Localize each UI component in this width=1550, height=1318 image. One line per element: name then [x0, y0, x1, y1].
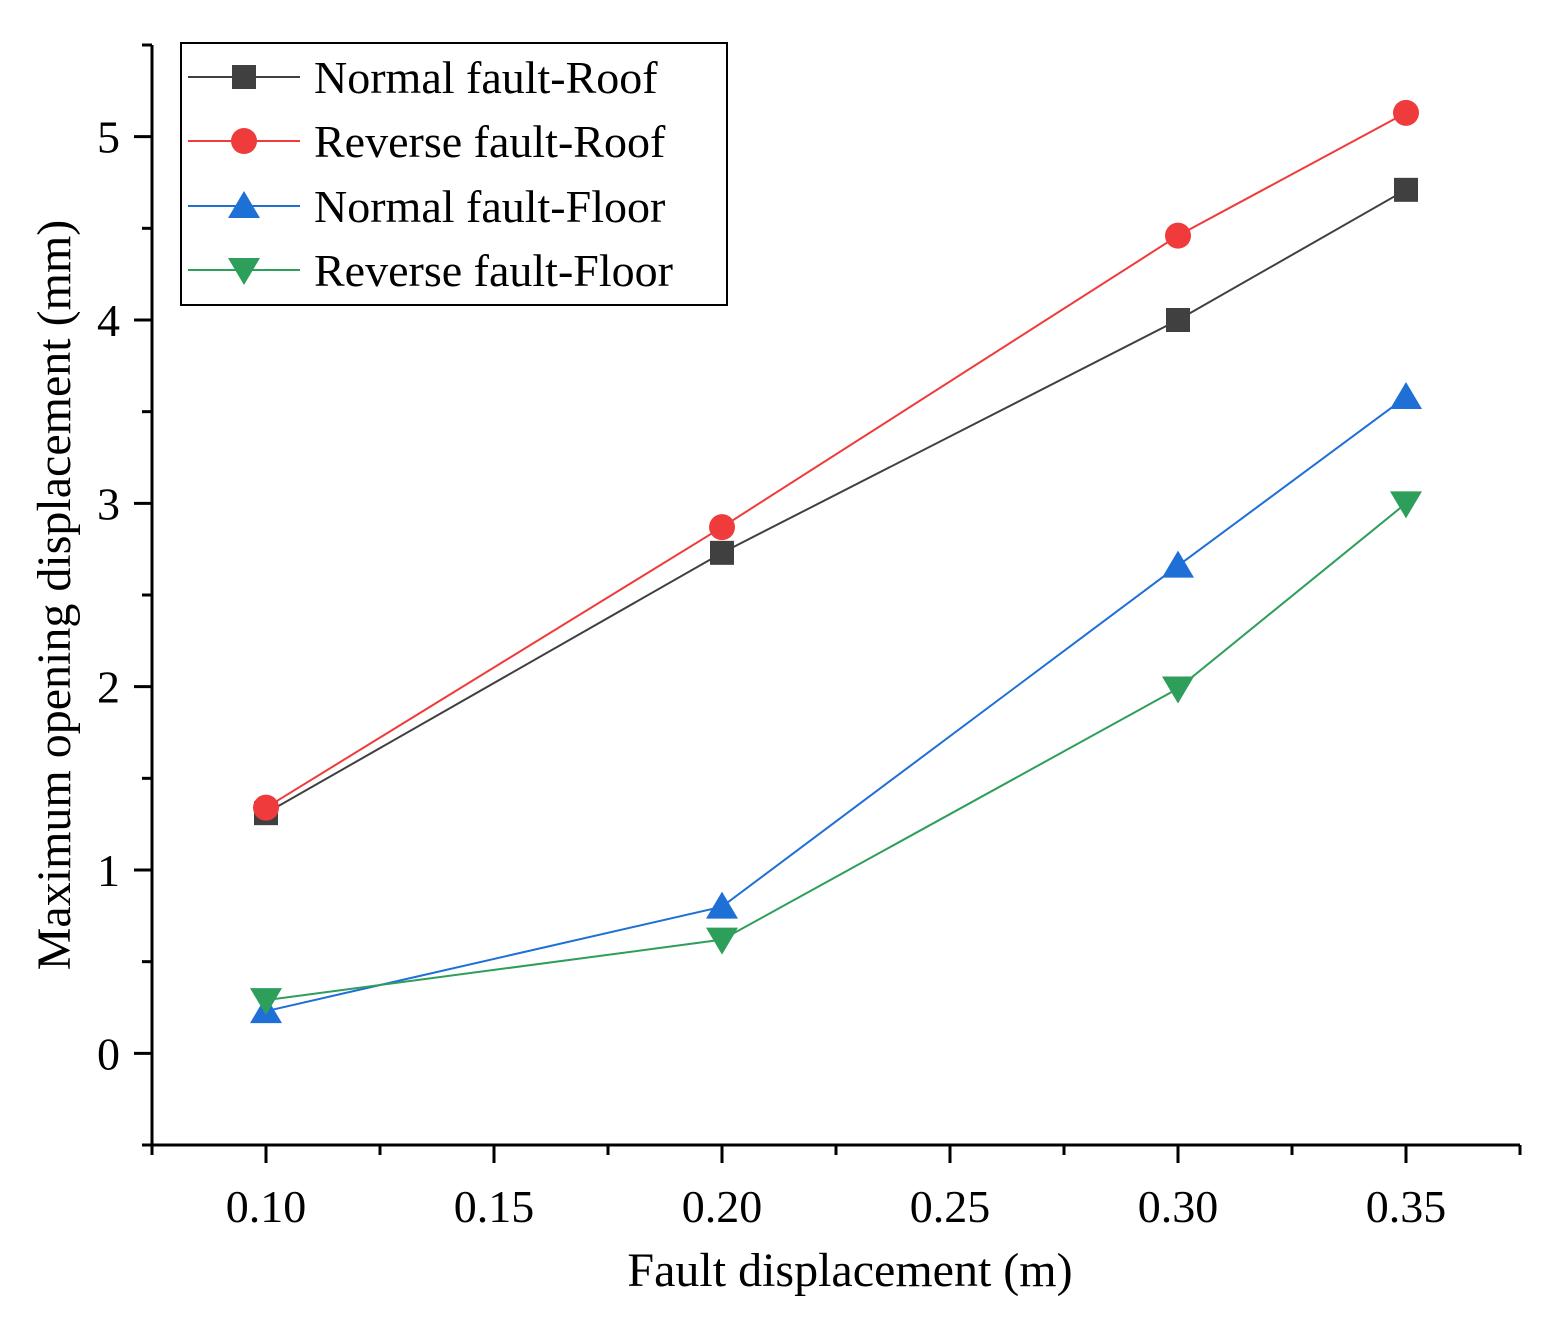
legend: Normal fault-Roof Reverse fault-Roof Norma… — [180, 42, 728, 306]
series-line — [265, 111, 1407, 809]
markers — [250, 99, 1422, 1024]
data-point — [1162, 550, 1194, 578]
series-lines — [265, 111, 1407, 1013]
data-point — [706, 927, 738, 955]
data-point — [1390, 382, 1422, 409]
data-point — [709, 514, 735, 541]
legend-label: Normal fault-Floor — [314, 181, 665, 232]
x-tick-label: 0.15 — [454, 1181, 535, 1232]
legend-marker — [232, 65, 256, 89]
x-tick-label: 0.20 — [682, 1181, 763, 1232]
data-point — [1390, 491, 1422, 519]
x-axis-label: Fault displacement (m) — [627, 1244, 1072, 1297]
y-tick-label: 3 — [97, 478, 120, 529]
x-tick-label: 0.35 — [1366, 1181, 1447, 1232]
y-tick-label: 1 — [97, 845, 120, 896]
legend-marker — [228, 258, 260, 285]
data-point — [706, 891, 738, 919]
series-line — [265, 396, 1407, 1013]
data-point — [710, 540, 734, 565]
x-tick-label: 0.10 — [226, 1181, 307, 1232]
series-line — [265, 188, 1407, 815]
y-tick-label: 2 — [97, 662, 120, 713]
x-tick-label: 0.25 — [910, 1181, 991, 1232]
y-tick-label: 4 — [97, 295, 120, 346]
legend-label: Normal fault-Roof — [314, 52, 658, 103]
data-point — [253, 794, 279, 821]
y-axis-label: Maximum opening displacement (mm) — [28, 220, 81, 971]
data-point — [1166, 308, 1190, 332]
legend-label: Reverse fault-Floor — [314, 245, 673, 296]
legend-marker — [231, 128, 257, 154]
series-line — [265, 502, 1407, 1002]
data-point — [1165, 222, 1191, 249]
y-tick-label: 0 — [97, 1028, 120, 1079]
data-point — [1394, 177, 1418, 202]
data-point — [1162, 676, 1194, 704]
legend-marker — [228, 191, 260, 218]
legend-label: Reverse fault-Roof — [314, 116, 666, 167]
data-point — [250, 988, 282, 1016]
y-tick-label: 5 — [97, 112, 120, 163]
ticks: 0.10 0.15 0.20 0.25 0.30 0.35 0 1 2 3 4 5 — [97, 43, 1522, 1232]
legend-box — [180, 42, 728, 306]
data-point — [1393, 99, 1419, 126]
x-tick-label: 0.30 — [1138, 1181, 1219, 1232]
